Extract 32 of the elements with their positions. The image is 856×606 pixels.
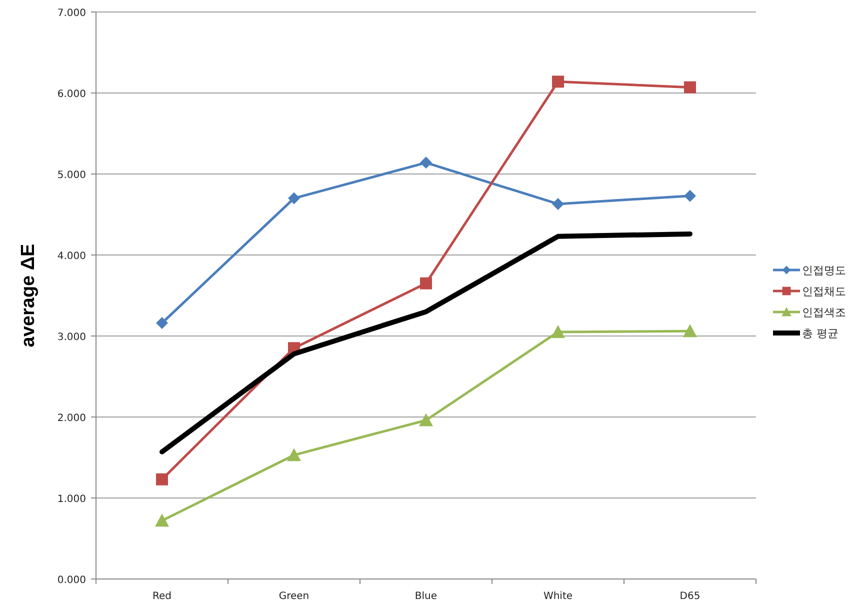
x-tick-label: Blue xyxy=(414,591,438,602)
point xyxy=(288,192,300,204)
point xyxy=(419,413,433,426)
point xyxy=(552,76,564,88)
legend-label: 인접채도 xyxy=(802,285,846,298)
legend-label: 인접명도 xyxy=(802,264,846,277)
legend-label: 인접색조 xyxy=(802,306,846,319)
y-tick-label: 4.000 xyxy=(57,251,86,262)
y-tick-label: 5.000 xyxy=(57,170,86,181)
point xyxy=(156,473,168,486)
point xyxy=(420,156,432,169)
point xyxy=(155,514,169,527)
y-tick-label: 2.000 xyxy=(57,413,86,424)
legend-label: 총 평균 xyxy=(802,327,838,340)
y-tick-label: 6.000 xyxy=(57,89,86,100)
point xyxy=(684,190,696,202)
y-axis-title: average ΔE xyxy=(18,244,39,348)
y-tick-label: 0.000 xyxy=(57,575,86,586)
x-tick-label: Red xyxy=(152,591,172,602)
x-tick-label: Green xyxy=(278,591,310,602)
y-tick-label: 1.000 xyxy=(57,494,86,505)
point xyxy=(156,317,168,330)
point xyxy=(287,448,301,462)
point xyxy=(420,277,432,290)
point xyxy=(684,81,696,94)
y-tick-label: 7.000 xyxy=(57,8,86,19)
point xyxy=(551,324,565,338)
x-tick-label: D65 xyxy=(680,591,700,602)
point xyxy=(552,198,564,210)
point xyxy=(683,324,697,338)
y-tick-label: 3.000 xyxy=(57,332,86,343)
x-tick-label: White xyxy=(543,591,573,602)
